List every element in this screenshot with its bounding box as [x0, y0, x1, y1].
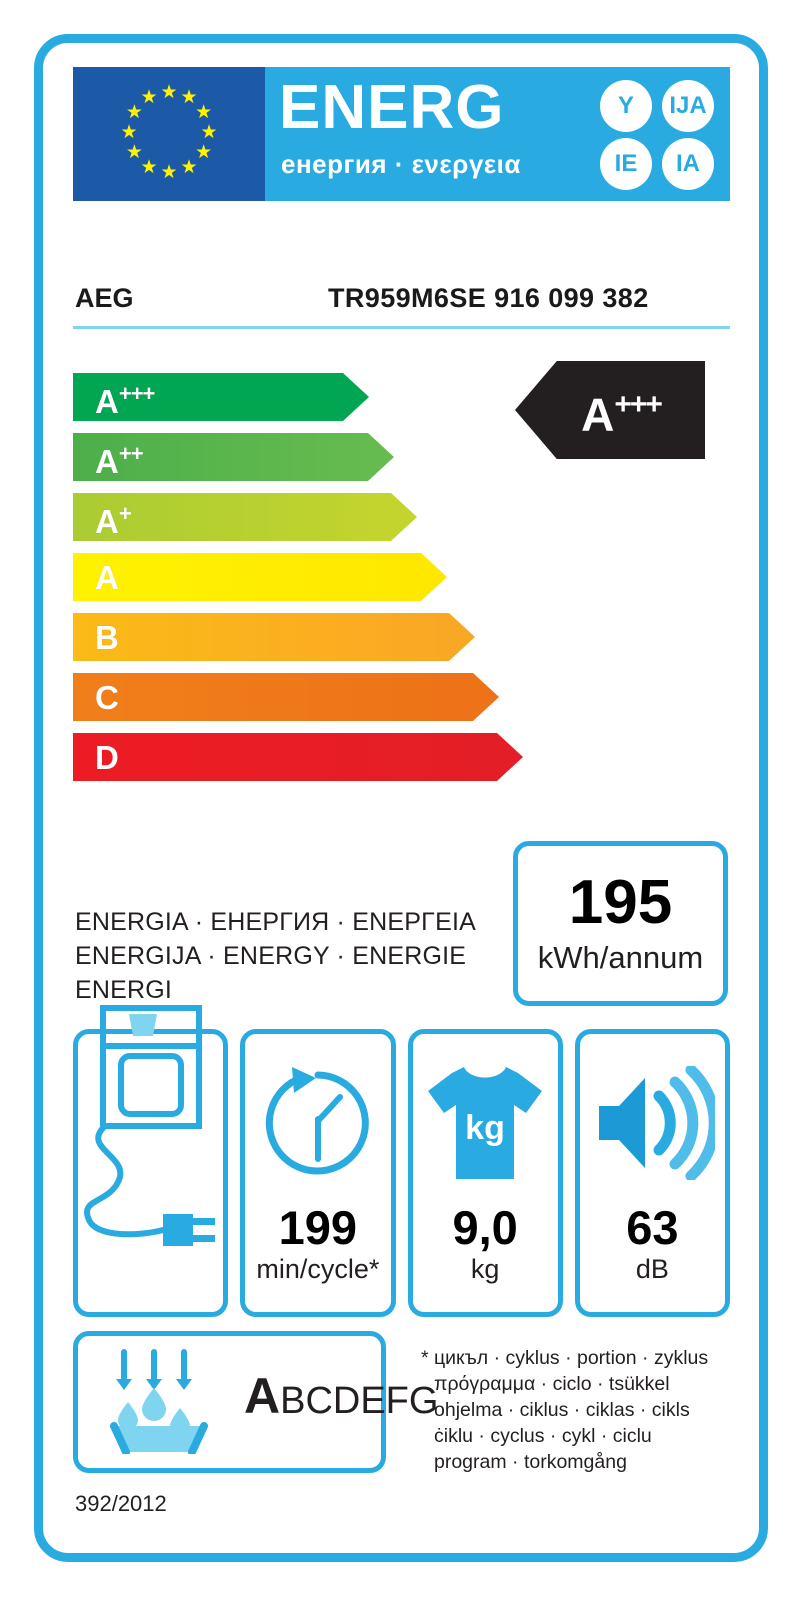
energy-class-bar-body: B: [73, 613, 449, 661]
energy-class-bar-body: A: [73, 553, 421, 601]
energy-wordmark: ENERG: [279, 73, 505, 142]
cycle-time-unit: min/cycle*: [256, 1254, 380, 1284]
lang-circle-ia: IA: [662, 138, 714, 190]
energy-class-bar: D: [73, 733, 523, 781]
model-identifier: TR959M6SE 916 099 382: [328, 283, 649, 313]
annual-energy-value: 195: [568, 867, 673, 937]
noise-box: 63 dB: [574, 1029, 730, 1317]
energy-class-bar: B: [73, 613, 523, 661]
energy-word-language-line: ENERGIA · ЕНЕРГИЯ · ΕΝΕΡΓΕΙΑ: [75, 908, 476, 936]
energy-word-language-line: ENERGI: [75, 976, 173, 1004]
energy-class-bar-label: A++: [95, 440, 144, 480]
lang-circle-y: Y: [600, 80, 652, 132]
condensation-class-scale: ABCDEFG: [244, 1371, 439, 1432]
header-divider: [73, 326, 730, 329]
label-header: ★ ★ ★ ★ ★ ★ ★ ★ ★ ★ ★ ★ ENERG енергия · ενεργεια Y …: [73, 67, 730, 201]
energy-word-languages: ENERGIA · ЕНЕРГИЯ · ΕΝΕΡΓΕΙΑ ENERGIJA · E…: [75, 905, 476, 1007]
energy-label-frame: ★ ★ ★ ★ ★ ★ ★ ★ ★ ★ ★ ★ ENERG енергия · ενεργεια Y …: [34, 34, 768, 1562]
energy-class-bar: A+++: [73, 373, 523, 421]
dryer-appliance-box: [73, 1005, 229, 1317]
footnote-line: цикъл · cyklus · portion · zyklus: [434, 1347, 709, 1369]
brand-name: AEG: [75, 283, 134, 313]
eu-flag-icon: ★ ★ ★ ★ ★ ★ ★ ★ ★ ★ ★ ★: [73, 67, 265, 201]
energy-class-bar-label: A+: [95, 500, 132, 540]
energy-class-bar: A++: [73, 433, 523, 481]
clock-cycle-icon: [258, 1034, 378, 1204]
energy-class-bar-body: A+++: [73, 373, 343, 421]
lang-circle-ija: IJA: [662, 80, 714, 132]
energy-class-bar-tip: [343, 373, 369, 421]
energy-class-bar: A: [73, 553, 523, 601]
cycle-footnote: * цикъл · cyklus · portion · zyklus πρόγρ…: [421, 1345, 731, 1475]
water-droplets-basin-icon: [100, 1346, 218, 1458]
footnote-language-lines: цикъл · cyklus · portion · zyklus πρόγραμ…: [434, 1345, 731, 1475]
energy-class-bar: C: [73, 673, 523, 721]
energy-class-bar-body: C: [73, 673, 473, 721]
footnote-line: ohjelma · ciklus · ciklas · cikls: [434, 1399, 690, 1421]
lang-circle-ie: IE: [600, 138, 652, 190]
condensation-selected-class: A: [244, 1367, 281, 1424]
energy-class-bar-tip: [421, 553, 447, 601]
energy-class-bar-label: B: [95, 618, 119, 656]
tumble-dryer-with-power-cord-icon: [81, 1005, 221, 1246]
energy-class-bar: A+: [73, 493, 523, 541]
energy-class-bar-label: A: [95, 558, 119, 596]
condensation-efficiency-box: ABCDEFG: [73, 1331, 438, 1473]
energy-class-bar-tip: [497, 733, 523, 781]
cycle-time-box: 199 min/cycle*: [240, 1029, 396, 1317]
energy-wordmark-band: ENERG енергия · ενεργεια Y IJA IE IA: [265, 67, 730, 201]
energy-class-bar-body: A+: [73, 493, 391, 541]
noise-value: 63: [626, 1201, 679, 1254]
capacity-value: 9,0: [452, 1201, 518, 1254]
capacity-unit: kg: [470, 1254, 500, 1284]
speaker-noise-icon: [589, 1034, 716, 1204]
energy-word-language-line: ENERGIJA · ENERGY · ENERGIE: [75, 942, 467, 970]
energy-class-bar-tip: [449, 613, 475, 661]
svg-text:kg: kg: [465, 1109, 505, 1147]
noise-unit: dB: [635, 1254, 669, 1284]
condensation-other-classes: BCDEFG: [280, 1379, 439, 1422]
energy-class-bar-label: D: [95, 738, 119, 776]
energy-class-bar-label: C: [95, 678, 119, 716]
annual-energy-unit: kWh/annum: [537, 939, 704, 975]
energy-class-bar-tip: [368, 433, 394, 481]
language-suffix-circles: Y IJA IE IA: [600, 80, 718, 190]
cycle-time-value: 199: [278, 1201, 358, 1254]
annual-energy-consumption-box: 195 kWh/annum: [513, 841, 728, 1006]
capacity-box: kg 9,0 kg: [407, 1029, 563, 1317]
energy-class-bar-body: D: [73, 733, 497, 781]
footnote-line: πρόγραμμα · ciclo · tsükkel: [434, 1373, 670, 1395]
tshirt-kg-icon: kg: [424, 1034, 546, 1204]
energy-wordmark-sub: енергия · ενεργεια: [281, 149, 521, 179]
energy-class-scale: A+++ A++ A+ A B C D: [73, 373, 523, 793]
energy-class-badge: A+++: [515, 361, 705, 459]
regulation-number: 392/2012: [75, 1491, 167, 1516]
metric-boxes: 199 min/cycle* kg 9,0 kg: [73, 1005, 730, 1317]
energy-class-bar-tip: [391, 493, 417, 541]
footnote-marker: *: [421, 1347, 429, 1369]
energy-class-bar-label: A+++: [95, 380, 155, 420]
energy-class-bar-tip: [473, 673, 499, 721]
energy-class-bar-body: A++: [73, 433, 368, 481]
energy-class-badge-label: A+++: [581, 388, 663, 441]
footnote-line: program · torkomgång: [434, 1451, 627, 1473]
footnote-line: ċiklu · cyclus · cykl · ciclu: [434, 1425, 652, 1447]
